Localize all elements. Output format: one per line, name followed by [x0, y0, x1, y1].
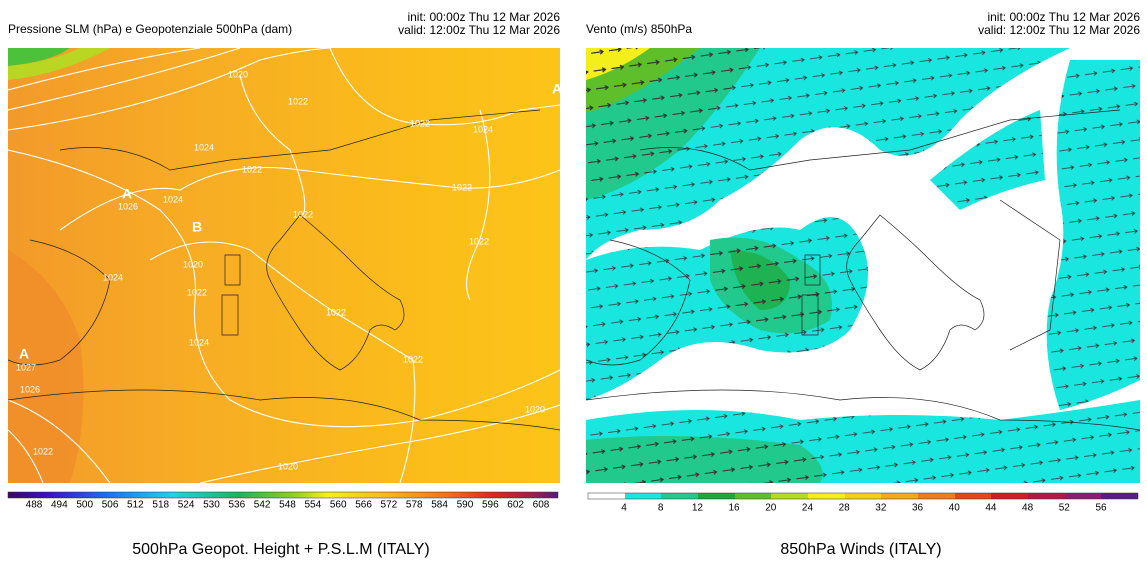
wind-arrows	[1046, 60, 1140, 410]
isobar-label: 1024	[189, 337, 209, 347]
left-panel: Pressione SLM (hPa) e Geopotenziale 500h…	[7, 10, 562, 558]
isobar-label: 1024	[194, 142, 214, 152]
wind-arrows	[586, 436, 823, 483]
colorbar-tick-label: 40	[949, 503, 961, 514]
valid-time: valid: 12:00z Thu 12 Mar 2026	[398, 23, 560, 37]
pressure-center: A	[122, 186, 132, 202]
colorbar	[587, 492, 1139, 500]
isobar-label: 1022	[410, 118, 430, 128]
right-panel: Vento (m/s) 850hPa init: 00:00z Thu 12 M…	[586, 10, 1140, 558]
colorbar-tick-label: 4	[621, 503, 627, 514]
colorbar-tick-label: 32	[875, 503, 887, 514]
pressure-center: A	[19, 346, 29, 362]
isobar-label: 1022	[187, 287, 207, 297]
isobar-label: 1024	[163, 194, 183, 204]
isobar-label: 1022	[33, 446, 53, 456]
valid-time: valid: 12:00z Thu 12 Mar 2026	[978, 23, 1140, 37]
pressure-center: A	[552, 81, 562, 97]
isobar-label: 1026	[118, 201, 138, 211]
colorbar-tick-label: 542	[254, 500, 271, 511]
colorbar-tick-label: 24	[802, 503, 814, 514]
colorbar-tick-label: 530	[203, 500, 220, 511]
isobar-label: 1024	[103, 272, 123, 282]
colorbar-tick-label: 12	[692, 503, 704, 514]
map: 102010221022102410241022A102610241022102…	[8, 48, 562, 483]
map	[586, 48, 1140, 483]
init-time: init: 00:00z Thu 12 Mar 2026	[987, 10, 1140, 24]
colorbar-tick-label: 566	[355, 500, 372, 511]
colorbar-tick-label: 518	[152, 500, 169, 511]
isobar-label: 1026	[20, 384, 40, 394]
colorbar-tick-label: 500	[76, 500, 93, 511]
isobar-label: 1020	[183, 259, 203, 269]
colorbar-tick-label: 524	[178, 500, 195, 511]
isobar-label: 1024	[473, 124, 493, 134]
colorbar-tick-label: 596	[482, 500, 499, 511]
colorbar-tick-label: 578	[406, 500, 423, 511]
colorbar	[7, 491, 559, 499]
isobar-label: 1020	[525, 404, 545, 414]
colorbar-tick-label: 506	[102, 500, 119, 511]
panel-title: Vento (m/s) 850hPa	[586, 22, 692, 36]
isobar-label: 1022	[452, 182, 472, 192]
caption: 850hPa Winds (ITALY)	[780, 541, 941, 558]
isobar-label: 1022	[469, 236, 489, 246]
colorbar-tick-label: 28	[839, 503, 851, 514]
colorbar-tick-label: 548	[279, 500, 296, 511]
wind-arrows	[586, 48, 650, 80]
colorbar-tick-label: 56	[1095, 503, 1107, 514]
panel-title: Pressione SLM (hPa) e Geopotenziale 500h…	[8, 22, 292, 36]
colorbar-tick-label: 608	[533, 500, 550, 511]
colorbar-tick-label: 52	[1059, 503, 1071, 514]
init-time: init: 00:00z Thu 12 Mar 2026	[407, 10, 560, 24]
wind-arrows	[730, 250, 790, 310]
colorbar-tick-label: 590	[457, 500, 474, 511]
colorbar-tick-label: 494	[51, 500, 68, 511]
isobar-label: 1020	[228, 69, 248, 79]
colorbar-tick-label: 48	[1022, 503, 1034, 514]
colorbar-tick-label: 20	[765, 503, 777, 514]
isobar-label: 1022	[288, 96, 308, 106]
pressure-center: B	[192, 219, 202, 235]
colorbar-tick-label: 572	[381, 500, 398, 511]
caption: 500hPa Geopot. Height + P.S.L.M (ITALY)	[132, 541, 430, 558]
isobar-label: 1022	[403, 354, 423, 364]
colorbar-tick-label: 44	[985, 503, 997, 514]
isobar-label: 1027	[16, 362, 36, 372]
isobar-label: 1022	[293, 209, 313, 219]
colorbar-tick-label: 554	[305, 500, 322, 511]
colorbar-tick-label: 8	[658, 503, 664, 514]
colorbar-tick-label: 512	[127, 500, 144, 511]
colorbar-tick-label: 560	[330, 500, 347, 511]
colorbar-tick-label: 536	[228, 500, 245, 511]
isobar-label: 1022	[242, 164, 262, 174]
isobar-label: 1022	[326, 307, 346, 317]
colorbar-tick-label: 16	[729, 503, 741, 514]
colorbar-tick-label: 36	[912, 503, 924, 514]
wind-arrows	[930, 110, 1045, 210]
colorbar-tick-label: 584	[431, 500, 448, 511]
isobar-label: 1020	[278, 461, 298, 471]
colorbar-tick-label: 602	[507, 500, 524, 511]
colorbar-tick-label: 488	[26, 500, 43, 511]
